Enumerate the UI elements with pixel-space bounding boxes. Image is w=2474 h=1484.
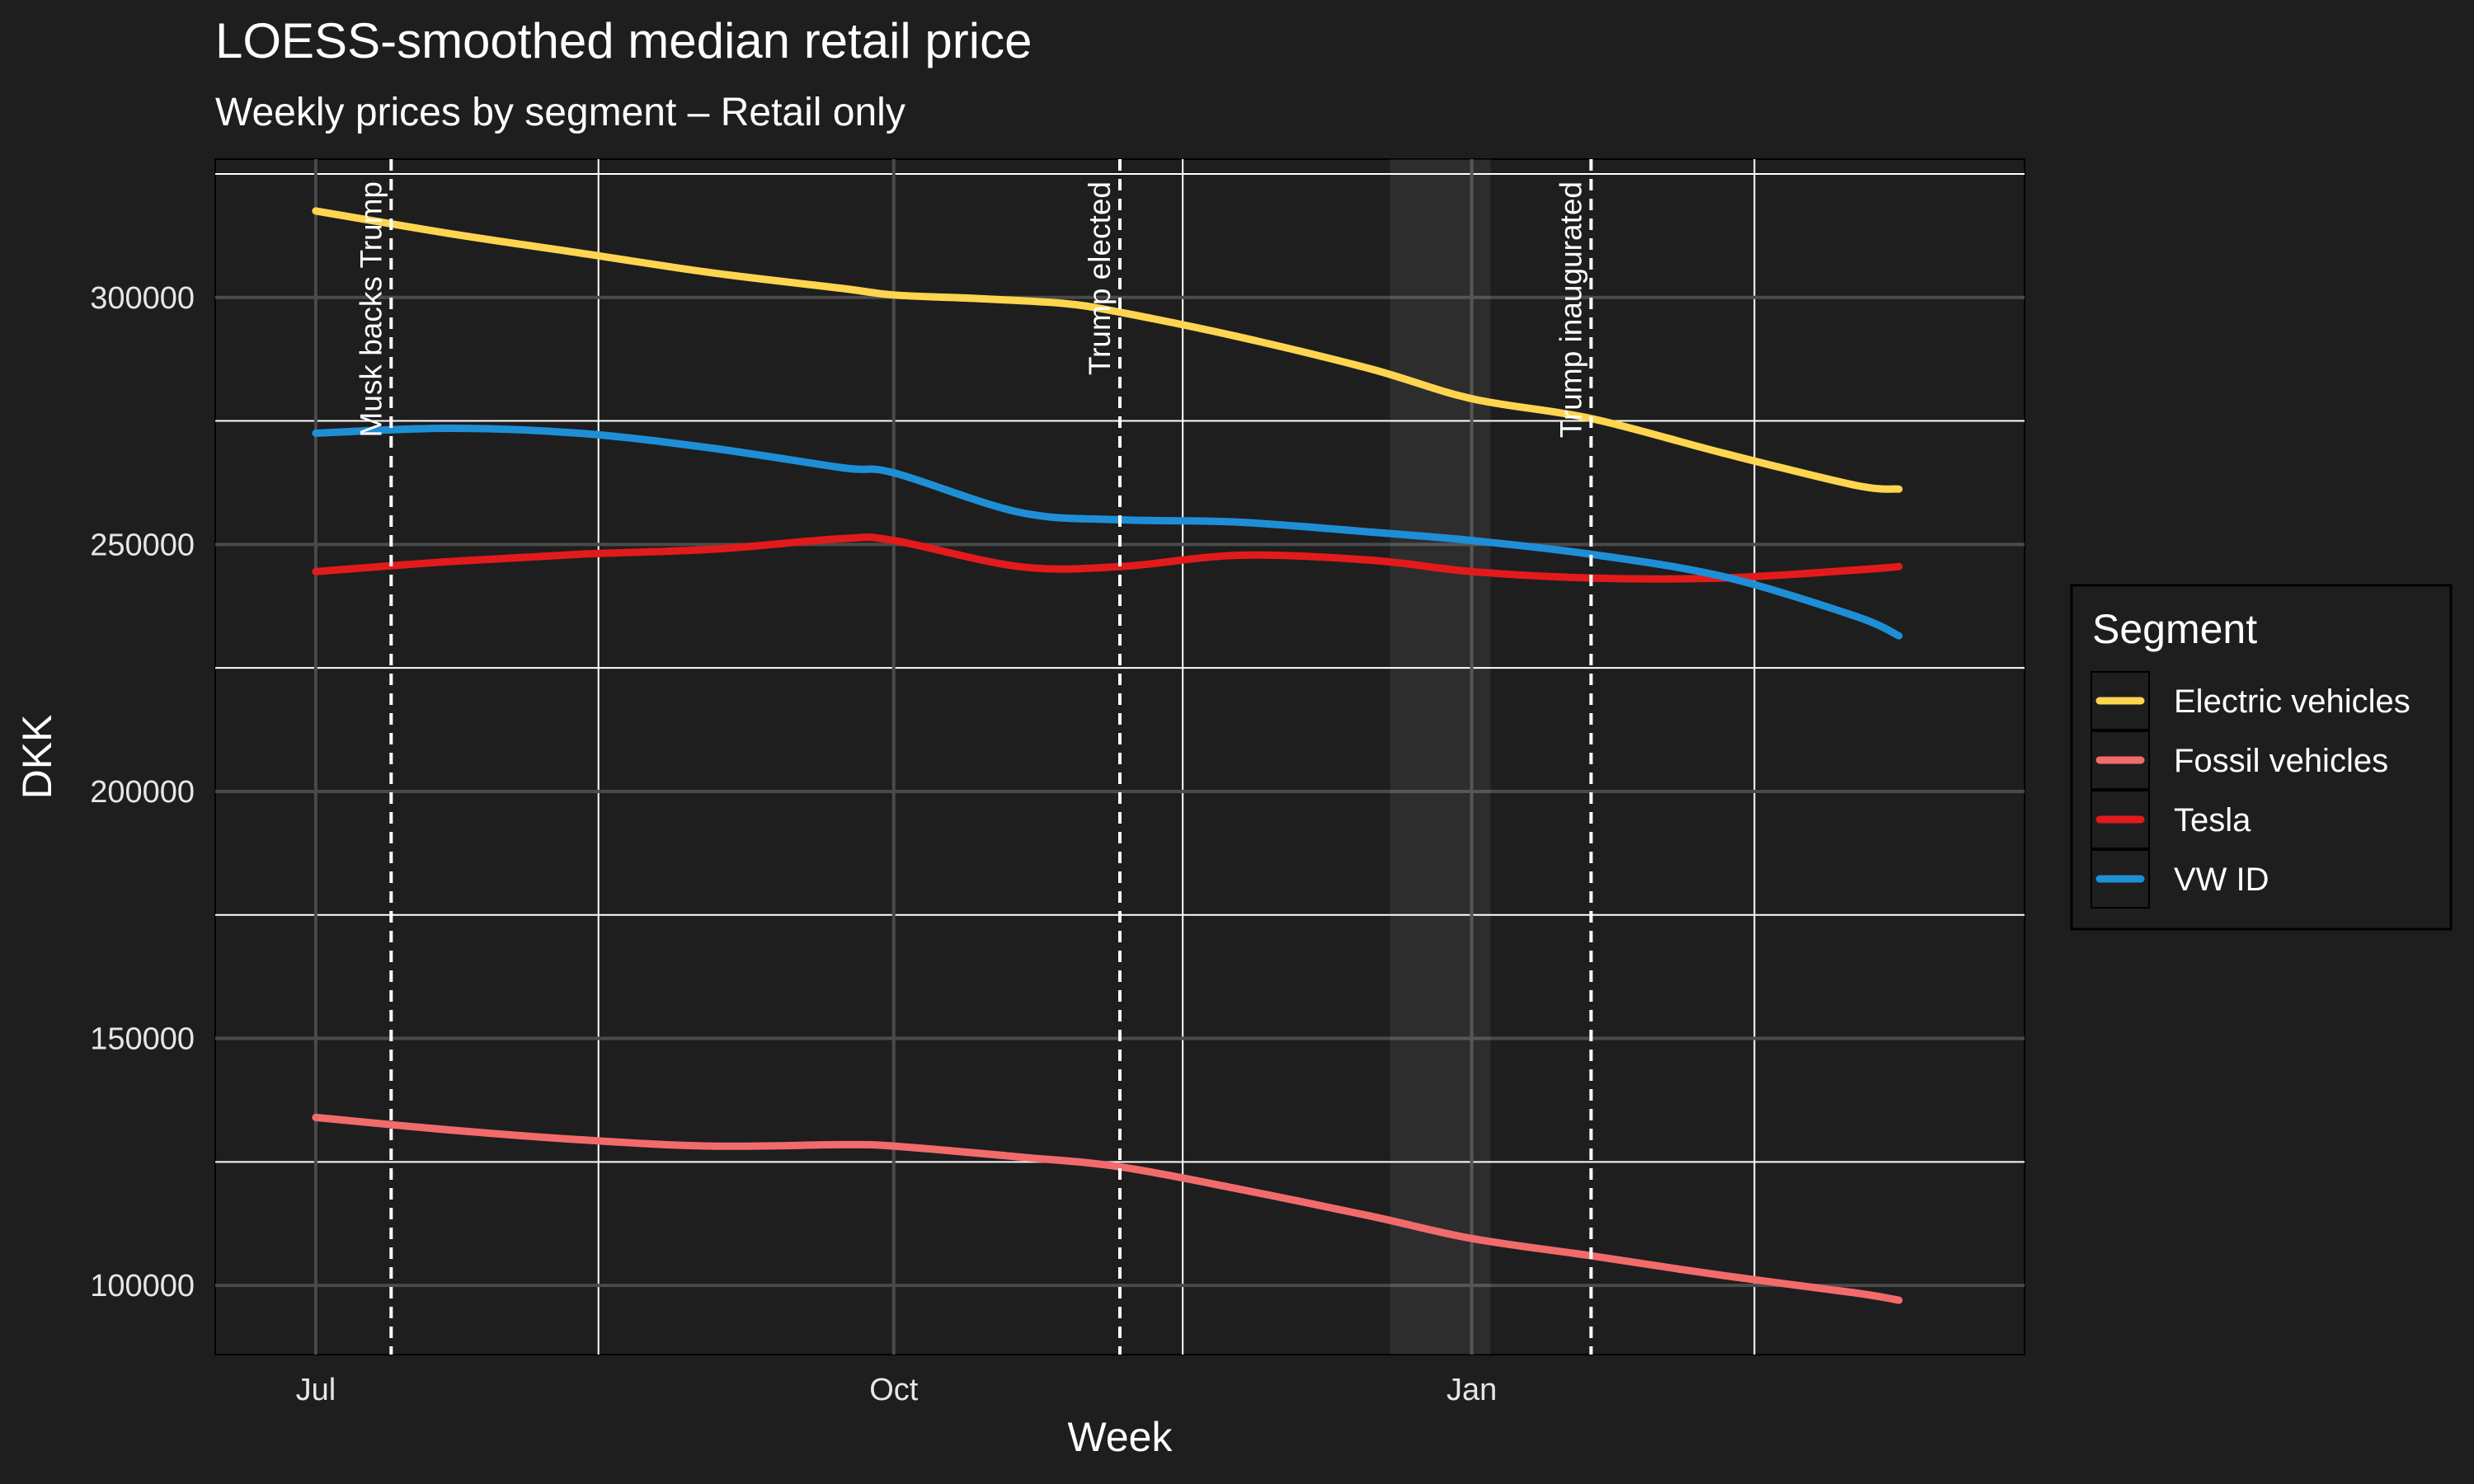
x-tick-label: Oct xyxy=(869,1373,919,1407)
x-axis-title: Week xyxy=(1068,1414,1174,1460)
x-tick-label: Jul xyxy=(296,1373,336,1407)
x-tick-label: Jan xyxy=(1446,1373,1497,1407)
chart-subtitle: Weekly prices by segment – Retail only xyxy=(215,91,905,134)
legend-label-tesla: Tesla xyxy=(2174,802,2251,838)
y-tick-label: 200000 xyxy=(90,775,195,810)
series-line-electric-vehicles xyxy=(312,207,1903,493)
y-axis-title: DKK xyxy=(14,715,60,800)
legend-label-fossil-vehicles: Fossil vehicles xyxy=(2174,743,2388,779)
shaded-period xyxy=(1390,159,1491,1355)
legend: Segment Electric vehicles Fossil vehicles… xyxy=(2070,584,2453,931)
annotation-label-musk-backs-trump: Musk backs Trump xyxy=(354,181,388,437)
legend-title: Segment xyxy=(2092,606,2257,652)
plot-area: Musk backs Trump Trump elected Trump inaug… xyxy=(90,158,2025,1407)
y-tick-label: 300000 xyxy=(90,281,195,316)
annotation-label-trump-elected: Trump elected xyxy=(1083,181,1117,375)
series-line-fossil-vehicles xyxy=(312,1113,1903,1304)
y-tick-label: 150000 xyxy=(90,1022,195,1057)
legend-label-electric-vehicles: Electric vehicles xyxy=(2174,683,2411,720)
y-tick-label: 100000 xyxy=(90,1269,195,1303)
chart-title: LOESS-smoothed median retail price xyxy=(215,13,1032,68)
series-line-tesla xyxy=(312,533,1903,583)
annotation-label-trump-inaugurated: Trump inaugurated xyxy=(1554,181,1587,438)
legend-label-vw-id: VW ID xyxy=(2174,862,2269,898)
y-tick-label: 250000 xyxy=(90,528,195,562)
